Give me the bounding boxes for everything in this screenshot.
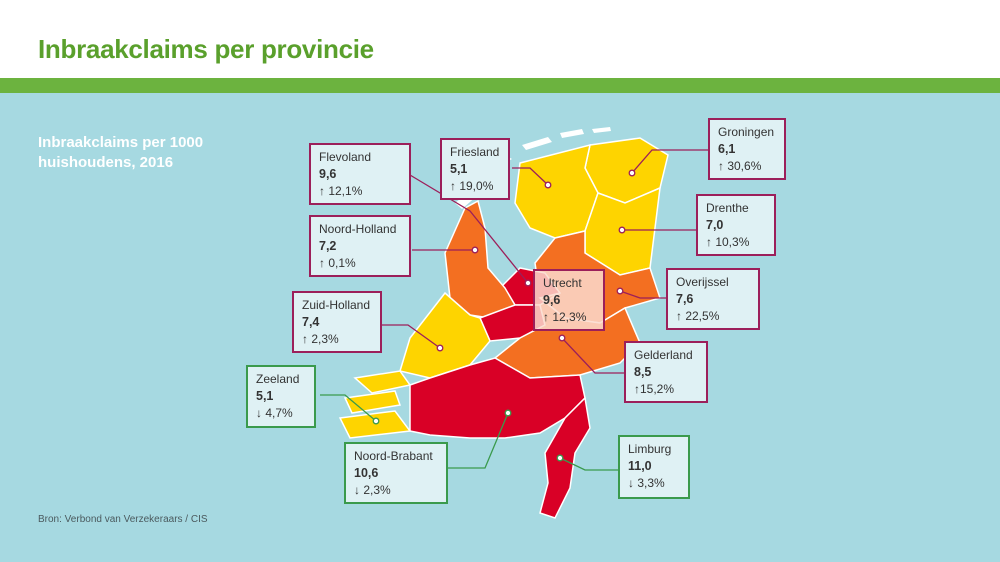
leader-gelderland bbox=[561, 337, 625, 374]
province-value: 7,6 bbox=[676, 292, 694, 306]
marker-zeeland bbox=[372, 417, 380, 425]
province-value: 8,5 bbox=[634, 365, 652, 379]
marker-noord-holland bbox=[471, 246, 479, 254]
callout-noord-brabant[interactable]: Noord-Brabant 10,6 ↓ 2,3% bbox=[344, 442, 448, 504]
leader-zuid-holland bbox=[382, 324, 441, 349]
marker-friesland bbox=[544, 181, 552, 189]
province-name: Gelderland bbox=[634, 348, 693, 362]
leader-zeeland bbox=[320, 394, 377, 422]
callout-groningen[interactable]: Groningen 6,1 ↑ 30,6% bbox=[708, 118, 786, 180]
page-title: Inbraakclaims per provincie bbox=[38, 34, 374, 64]
province-value: 5,1 bbox=[256, 389, 274, 403]
province-name: Groningen bbox=[718, 125, 775, 139]
leader-noord-brabant bbox=[448, 412, 509, 469]
province-limburg[interactable] bbox=[539, 396, 591, 519]
callout-drenthe[interactable]: Drenthe 7,0 ↑ 10,3% bbox=[696, 194, 776, 256]
province-change: ↑ 2,3% bbox=[302, 332, 339, 346]
province-name: Zuid-Holland bbox=[302, 298, 371, 312]
callout-limburg[interactable]: Limburg 11,0 ↓ 3,3% bbox=[618, 435, 690, 499]
province-change: ↑ 30,6% bbox=[718, 159, 762, 173]
province-change: ↑ 12,3% bbox=[543, 310, 587, 324]
source-note: Bron: Verbond van Verzekeraars / CIS bbox=[38, 514, 208, 525]
province-noord-holland[interactable] bbox=[444, 199, 517, 319]
callout-noord-holland[interactable]: Noord-Holland 7,2 ↑ 0,1% bbox=[309, 215, 411, 277]
province-name: Zeeland bbox=[256, 372, 300, 386]
province-name: Noord-Holland bbox=[319, 222, 397, 236]
callout-zeeland[interactable]: Zeeland 5,1 ↓ 4,7% bbox=[246, 365, 316, 428]
province-value: 9,6 bbox=[543, 293, 561, 307]
callout-friesland[interactable]: Friesland 5,1 ↑ 19,0% bbox=[440, 138, 510, 200]
province-name: Noord-Brabant bbox=[354, 449, 433, 463]
province-change: ↑ 22,5% bbox=[676, 309, 720, 323]
province-value: 6,1 bbox=[718, 142, 736, 156]
marker-zuid-holland bbox=[436, 344, 444, 352]
callout-zuid-holland[interactable]: Zuid-Holland 7,4 ↑ 2,3% bbox=[292, 291, 382, 353]
callout-utrecht[interactable]: Utrecht 9,6 ↑ 12,3% bbox=[533, 269, 605, 331]
marker-flevoland bbox=[524, 279, 532, 287]
marker-groningen bbox=[628, 169, 636, 177]
province-name: Flevoland bbox=[319, 150, 372, 164]
header-divider bbox=[0, 78, 1000, 93]
leader-flevoland bbox=[409, 174, 529, 284]
marker-overijssel bbox=[616, 287, 624, 295]
marker-noord-brabant bbox=[504, 409, 512, 417]
map-subtitle: Inbraakclaims per 1000 huishoudens, 2016 bbox=[38, 134, 204, 171]
leader-limburg bbox=[559, 457, 620, 471]
province-value: 11,0 bbox=[628, 459, 652, 473]
map-panel: Inbraakclaims per 1000 huishoudens, 2016… bbox=[0, 93, 1000, 562]
province-name: Limburg bbox=[628, 442, 672, 456]
province-change: ↑ 10,3% bbox=[706, 235, 750, 249]
callout-flevoland[interactable]: Flevoland 9,6 ↑ 12,1% bbox=[309, 143, 411, 205]
province-change: ↑15,2% bbox=[634, 382, 675, 396]
callout-overijssel[interactable]: Overijssel 7,6 ↑ 22,5% bbox=[666, 268, 760, 330]
province-value: 7,0 bbox=[706, 218, 724, 232]
province-value: 5,1 bbox=[450, 162, 468, 176]
leader-overijssel bbox=[619, 290, 668, 299]
province-value: 7,2 bbox=[319, 239, 337, 253]
leader-friesland bbox=[512, 167, 549, 186]
province-value: 7,4 bbox=[302, 315, 320, 329]
province-zeeland[interactable] bbox=[338, 370, 412, 439]
header: Inbraakclaims per provincie bbox=[0, 0, 1000, 78]
callout-gelderland[interactable]: Gelderland 8,5 ↑15,2% bbox=[624, 341, 708, 403]
province-name: Friesland bbox=[450, 145, 500, 159]
province-name: Utrecht bbox=[543, 276, 582, 290]
province-change: ↑ 12,1% bbox=[319, 184, 363, 198]
province-change: ↓ 3,3% bbox=[628, 476, 665, 490]
province-change: ↓ 2,3% bbox=[354, 483, 391, 497]
province-value: 9,6 bbox=[319, 167, 337, 181]
province-change: ↑ 19,0% bbox=[450, 179, 494, 193]
province-friesland[interactable] bbox=[514, 143, 599, 239]
leader-groningen bbox=[631, 149, 710, 174]
province-change: ↓ 4,7% bbox=[256, 406, 293, 420]
province-name: Overijssel bbox=[676, 275, 729, 289]
province-change: ↑ 0,1% bbox=[319, 256, 356, 270]
province-value: 10,6 bbox=[354, 466, 379, 480]
province-name: Drenthe bbox=[706, 201, 749, 215]
marker-gelderland bbox=[558, 334, 566, 342]
marker-limburg bbox=[556, 454, 564, 462]
marker-drenthe bbox=[618, 226, 626, 234]
